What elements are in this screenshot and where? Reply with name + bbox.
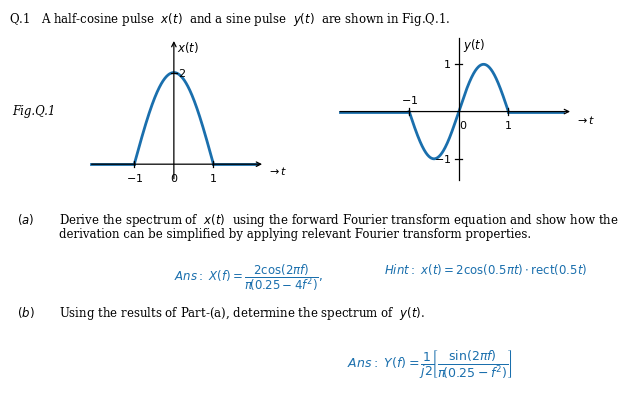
Text: $2$: $2$ bbox=[178, 66, 186, 79]
Text: Derive the spectrum of  $x(t)$  using the forward Fourier transform equation and: Derive the spectrum of $x(t)$ using the … bbox=[59, 212, 619, 229]
Text: $\mathit{Hint:}\ x(t) = 2\cos(0.5\pi t)\cdot\mathrm{rect}(0.5t)$: $\mathit{Hint:}\ x(t) = 2\cos(0.5\pi t)\… bbox=[384, 262, 588, 277]
Text: $-1$: $-1$ bbox=[434, 153, 451, 165]
Text: Q.1   A half-cosine pulse  $x(t)$  and a sine pulse  $y(t)$  are shown in Fig.Q.: Q.1 A half-cosine pulse $x(t)$ and a sin… bbox=[9, 10, 451, 27]
Text: $(a)$: $(a)$ bbox=[17, 212, 35, 227]
Text: $\mathit{Ans:}\ X(f) = \dfrac{2\cos(2\pi f)}{\pi\!\left(0.25-4f^{2}\right)},$: $\mathit{Ans:}\ X(f) = \dfrac{2\cos(2\pi… bbox=[174, 262, 322, 294]
Text: $0$: $0$ bbox=[170, 173, 178, 184]
Text: $-1$: $-1$ bbox=[401, 94, 418, 106]
Text: $\mathit{Ans:}\ Y(f) = \dfrac{1}{j2}\!\left[\dfrac{\sin(2\pi f)}{\pi\!\left(0.25: $\mathit{Ans:}\ Y(f) = \dfrac{1}{j2}\!\l… bbox=[347, 349, 513, 381]
Text: Using the results of Part-(a), determine the spectrum of  $y(t)$.: Using the results of Part-(a), determine… bbox=[59, 304, 425, 321]
Text: $(b)$: $(b)$ bbox=[17, 304, 35, 320]
Text: $1$: $1$ bbox=[505, 118, 512, 131]
Text: $1$: $1$ bbox=[210, 173, 218, 184]
Text: $0$: $0$ bbox=[459, 118, 467, 131]
Text: $\rightarrow t$: $\rightarrow t$ bbox=[575, 114, 596, 126]
Text: derivation can be simplified by applying relevant Fourier transform properties.: derivation can be simplified by applying… bbox=[59, 228, 531, 241]
Text: $1$: $1$ bbox=[443, 58, 451, 70]
Text: $x(t)$: $x(t)$ bbox=[177, 40, 199, 55]
Text: Fig.Q.1: Fig.Q.1 bbox=[12, 105, 56, 118]
Text: $\rightarrow t$: $\rightarrow t$ bbox=[267, 165, 287, 177]
Text: $-1$: $-1$ bbox=[126, 173, 143, 184]
Text: $y(t)$: $y(t)$ bbox=[463, 37, 485, 54]
